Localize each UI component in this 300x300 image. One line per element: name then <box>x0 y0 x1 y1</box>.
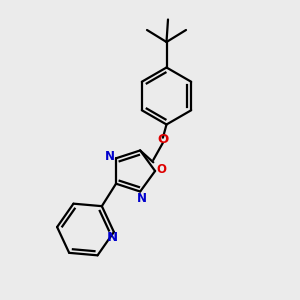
Text: N: N <box>107 231 118 244</box>
Text: N: N <box>104 150 114 163</box>
Text: O: O <box>157 163 167 176</box>
Text: O: O <box>157 133 169 146</box>
Text: N: N <box>137 192 147 205</box>
